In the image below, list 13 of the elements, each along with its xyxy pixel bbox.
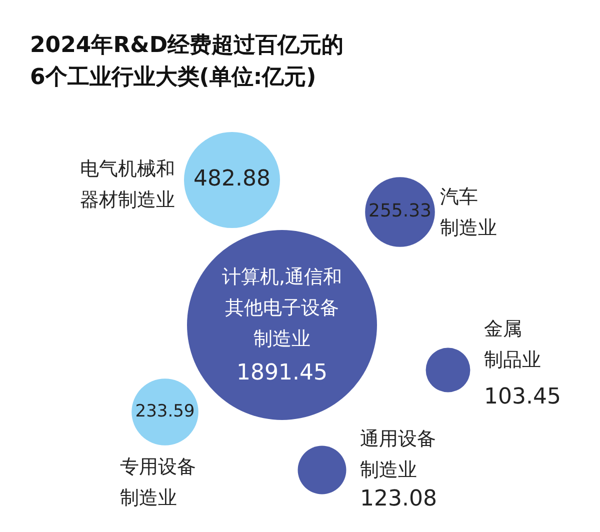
data-label: 123.08	[360, 486, 437, 512]
data-label: 233.59	[135, 401, 195, 422]
category-label: 专用设备制造业	[120, 456, 196, 509]
data-label: 482.88	[194, 166, 270, 192]
category-label: 汽车制造业	[440, 186, 497, 239]
category-label: 计算机,通信和其他电子设备制造业	[222, 266, 342, 350]
category-label: 通用设备制造业	[360, 428, 436, 481]
data-label: 103.45	[484, 384, 561, 410]
category-label: 电气机械和器材制造业	[80, 158, 175, 211]
data-label: 255.33	[368, 200, 432, 222]
category-label: 金属制品业	[484, 318, 541, 371]
text: 2024年R&D经费超过百亿元的6个工业行业大类(单位:亿元)	[30, 32, 345, 92]
data-label: 1891.45	[236, 360, 328, 386]
